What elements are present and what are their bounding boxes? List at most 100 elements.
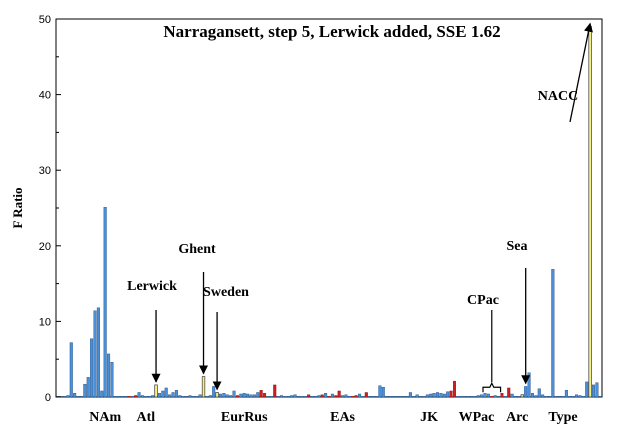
bar (422, 396, 426, 398)
bar (195, 396, 199, 398)
bar (466, 396, 470, 398)
y-tick-label: 30 (39, 165, 51, 177)
bar (96, 307, 100, 398)
bar (181, 396, 185, 398)
bar (127, 396, 131, 398)
bar (154, 384, 158, 398)
bar (276, 396, 280, 398)
bar (581, 396, 585, 398)
bar (198, 394, 202, 398)
annotation-label: Ghent (178, 242, 216, 257)
bar (273, 384, 277, 398)
bar (215, 392, 219, 398)
bar (103, 207, 107, 398)
bar (368, 396, 372, 398)
bar (263, 393, 267, 398)
group-labels: NAm Atl EurRus EAs JK WPac Arc Type (89, 410, 577, 425)
bar (520, 394, 524, 398)
bar (537, 388, 541, 398)
bar (222, 393, 226, 398)
bar (83, 383, 87, 398)
bar (561, 396, 565, 398)
bar (239, 393, 243, 398)
bar (439, 393, 443, 398)
bar (62, 396, 66, 398)
bar (541, 394, 545, 398)
bar (113, 396, 117, 398)
bar (486, 393, 490, 398)
bar (313, 396, 317, 398)
bar (554, 396, 558, 398)
bar (588, 26, 592, 398)
bar (564, 390, 568, 398)
bar (144, 396, 148, 398)
bar (347, 396, 351, 398)
bar (307, 394, 311, 398)
bar (364, 392, 368, 398)
bar (374, 396, 378, 398)
chart-title: Narragansett, step 5, Lerwick added, SSE… (163, 22, 500, 41)
bar (402, 396, 406, 398)
bar (575, 394, 579, 398)
bar (286, 396, 290, 398)
bar (229, 395, 233, 398)
bar (90, 338, 94, 398)
bar (151, 395, 155, 398)
bar (571, 396, 575, 398)
bar (266, 396, 270, 398)
bar (344, 394, 348, 398)
bar (93, 310, 97, 398)
bar (354, 395, 358, 398)
bar (398, 396, 402, 398)
bar (449, 390, 453, 398)
bar (395, 396, 399, 398)
bar (269, 396, 273, 398)
bar (595, 382, 599, 398)
bar (578, 395, 582, 398)
group-label: WPac (459, 410, 495, 425)
bar (205, 396, 209, 398)
bar (185, 396, 189, 398)
bar (130, 396, 134, 398)
bar (436, 392, 440, 398)
bar (452, 380, 456, 398)
bar (246, 393, 250, 398)
bar (120, 396, 124, 398)
bar (66, 395, 70, 398)
annotation-label: NACC (538, 89, 578, 104)
bar (415, 394, 419, 398)
bar (296, 396, 300, 398)
y-tick-label: 10 (39, 316, 51, 328)
bar (324, 393, 328, 398)
bar (249, 394, 253, 398)
bar (510, 393, 514, 398)
bar-series (56, 26, 602, 398)
bar (446, 391, 450, 398)
annotations: Lerwick Ghent Sweden CPac Sea NACC (127, 22, 593, 393)
bar (378, 385, 382, 398)
bar (425, 394, 429, 398)
bar (134, 395, 138, 398)
bar (547, 396, 551, 398)
bar (412, 396, 416, 398)
bar (476, 395, 480, 398)
group-label: Atl (137, 410, 156, 425)
bar (503, 396, 507, 398)
bar (385, 396, 389, 398)
bar (585, 381, 589, 398)
bar (534, 395, 538, 398)
bar (86, 377, 90, 398)
bar (208, 395, 212, 398)
bar (290, 395, 294, 398)
y-axis: 0 10 20 30 40 50 (39, 14, 61, 404)
annotation-arrow (569, 22, 593, 123)
bar (456, 396, 460, 398)
bar (388, 396, 392, 398)
annotation-bracket (482, 381, 502, 393)
bar (259, 390, 263, 398)
bar (442, 393, 446, 398)
bar (178, 395, 182, 398)
bar (317, 395, 321, 398)
bar (419, 396, 423, 398)
